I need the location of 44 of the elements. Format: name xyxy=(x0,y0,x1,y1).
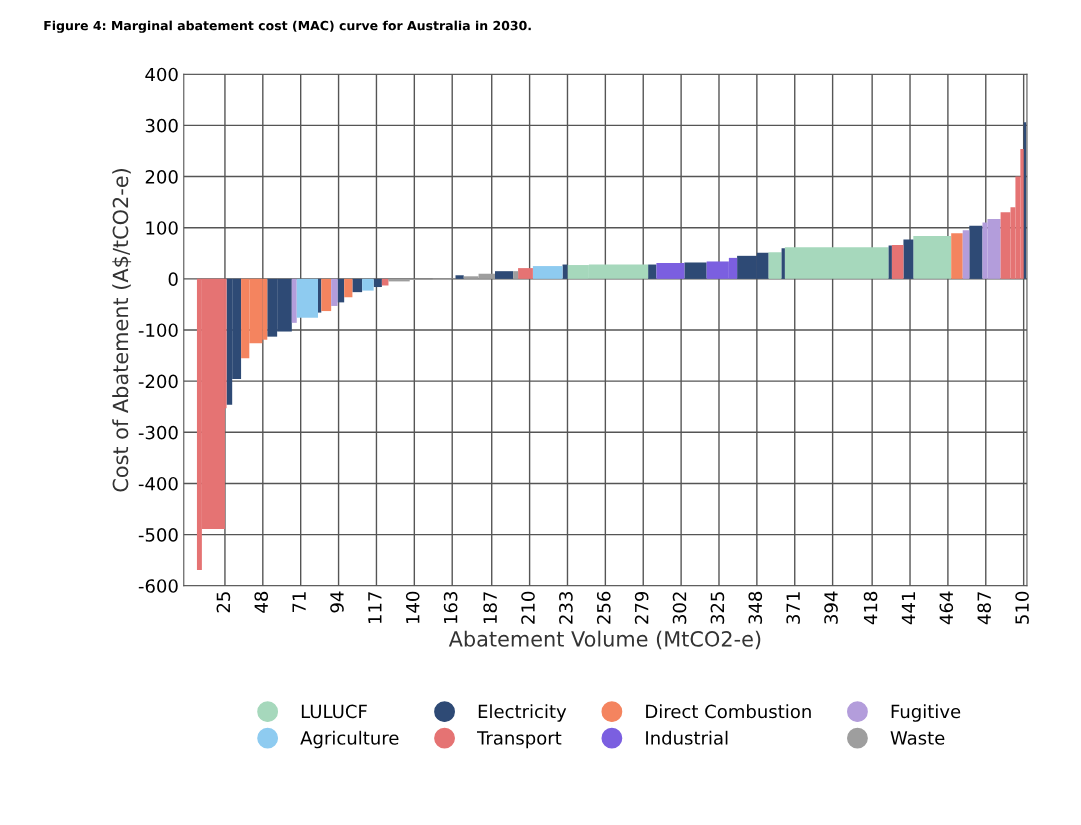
x-tick-label: 418 xyxy=(863,591,878,625)
y-tick-label: -500 xyxy=(138,528,178,542)
x-tick-label: 187 xyxy=(483,592,497,624)
x-tick-label: 464 xyxy=(939,591,954,625)
y-axis-title: Cost of Abatement (A$/tCO2-e) xyxy=(112,169,132,492)
y-tick-label: 300 xyxy=(145,118,178,133)
x-tick-label: 163 xyxy=(443,592,458,624)
x-tick-label: 325 xyxy=(710,592,725,624)
legend-label: Waste xyxy=(890,731,945,745)
y-tick-label: -200 xyxy=(138,374,178,389)
x-tick-label: 302 xyxy=(672,592,687,624)
x-tick-label: 140 xyxy=(405,591,420,624)
legend-label: Industrial xyxy=(646,730,728,745)
legend-label: Transport xyxy=(477,731,562,749)
y-tick-label: -400 xyxy=(138,476,178,491)
x-tick-label: 441 xyxy=(901,592,916,625)
legend-label: Direct Combustion xyxy=(646,704,811,719)
y-tick-label: -600 xyxy=(138,579,178,593)
x-axis-title: Abatement Volume (MtCO2-e) xyxy=(448,630,761,650)
x-tick-label: 71 xyxy=(292,592,306,613)
legend-label: Electricity xyxy=(478,704,567,722)
x-tick-label: 117 xyxy=(368,592,382,624)
x-tick-label: 371 xyxy=(786,592,800,624)
y-tick-label: 400 xyxy=(145,67,178,82)
x-tick-label: 233 xyxy=(559,592,573,624)
y-tick-label: 200 xyxy=(145,170,178,184)
x-tick-label: 348 xyxy=(748,591,763,624)
x-tick-label: 487 xyxy=(977,592,992,625)
x-tick-label: 48 xyxy=(254,591,269,613)
x-tick-label: 94 xyxy=(330,591,344,613)
y-tick-label: -100 xyxy=(138,323,178,338)
y-tick-label: -300 xyxy=(138,425,178,440)
x-tick-label: 510 xyxy=(1015,591,1029,624)
x-tick-label: 210 xyxy=(521,591,535,624)
legend-label: Fugitive xyxy=(891,704,961,722)
legend-label: LULUCF xyxy=(301,704,367,719)
y-tick-label: 0 xyxy=(168,272,178,286)
chart-title: Figure 4: Marginal abatement cost (MAC) curve for Australia in 2030. xyxy=(44,20,531,33)
y-tick-label: 100 xyxy=(146,221,178,235)
x-tick-label: 279 xyxy=(634,591,649,624)
x-tick-label: 394 xyxy=(824,591,838,624)
legend-label: Agriculture xyxy=(300,730,399,749)
x-tick-label: 25 xyxy=(216,592,231,613)
x-tick-label: 256 xyxy=(596,591,611,624)
